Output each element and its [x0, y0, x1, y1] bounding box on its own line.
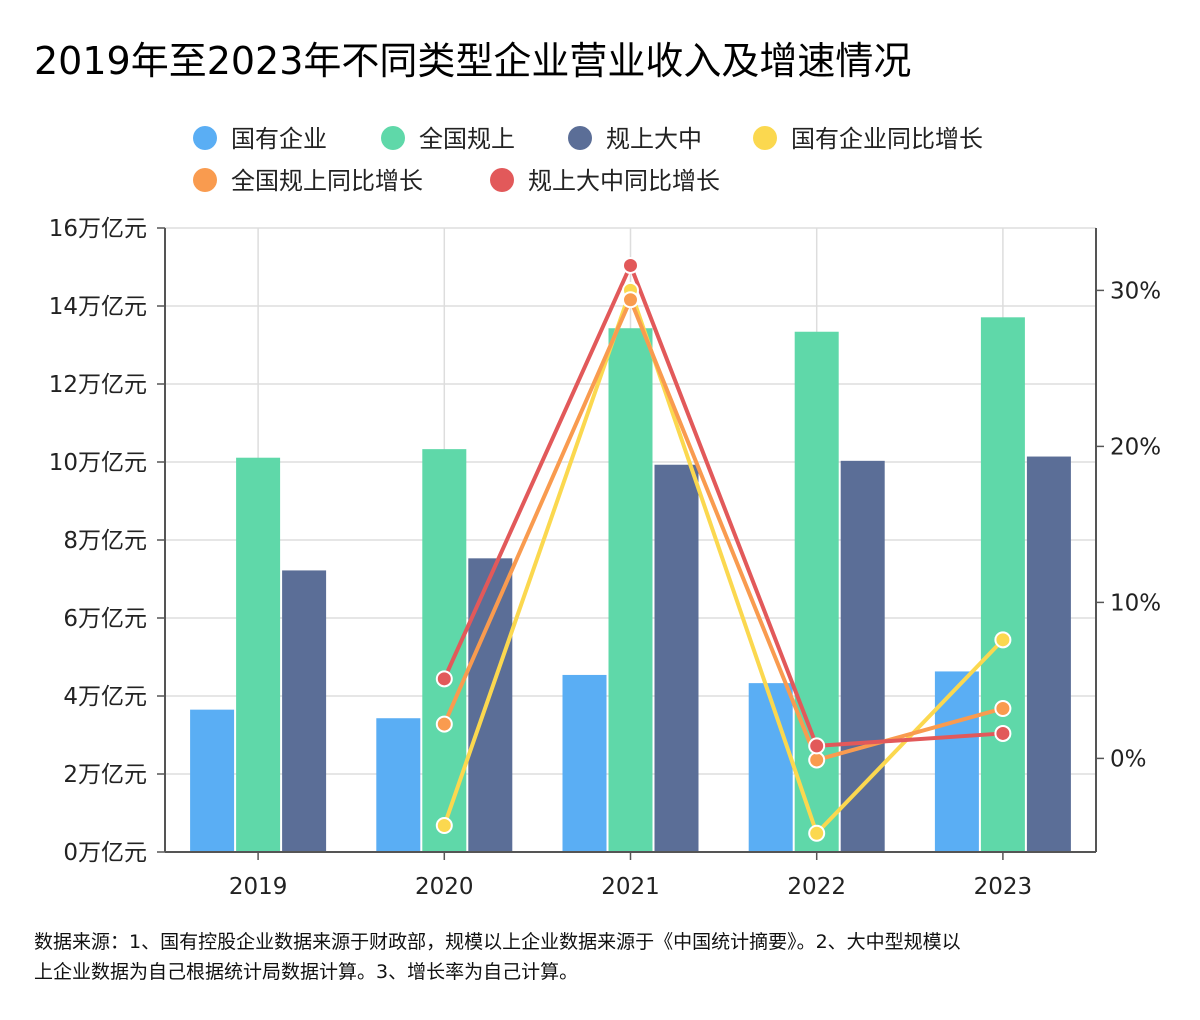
x-tick-label: 2019	[229, 874, 288, 900]
y-right-tick-label: 20%	[1110, 434, 1161, 460]
x-tick-label: 2021	[601, 874, 660, 900]
legend-label[interactable]: 全国规上	[419, 125, 515, 153]
lines	[435, 256, 1012, 842]
line-point-3	[994, 724, 1012, 742]
y-left-tick-label: 6万亿元	[63, 606, 147, 632]
line-point-1	[994, 631, 1012, 649]
line-series-3	[442, 263, 1004, 748]
y-right-tick-label: 0%	[1110, 746, 1147, 772]
bar-2	[794, 331, 839, 852]
legend-marker[interactable]	[753, 126, 777, 150]
x-tick-label: 2023	[974, 874, 1033, 900]
y-left-tick-label: 2万亿元	[63, 762, 147, 788]
source-note: 数据来源：1、国有控股企业数据来源于财政部，规模以上企业数据来源于《中国统计摘要…	[34, 931, 961, 983]
source-line: 上企业数据为自己根据统计局数据计算。3、增长率为自己计算。	[34, 961, 578, 983]
bar-2	[980, 317, 1025, 852]
legend-label[interactable]: 规上大中	[606, 125, 702, 153]
bars	[190, 317, 1071, 853]
line-point-2	[808, 751, 826, 769]
y-left-tick-label: 10万亿元	[49, 450, 147, 476]
legend-marker[interactable]	[193, 168, 217, 192]
legend-marker[interactable]	[193, 126, 217, 150]
bar-1	[748, 683, 793, 852]
y-left-tick-label: 4万亿元	[63, 684, 147, 710]
y-left-tick-label: 0万亿元	[63, 840, 147, 866]
bar-2	[608, 328, 653, 853]
chart-title: 2019年至2023年不同类型企业营业收入及增速情况	[34, 39, 911, 83]
line-point-2	[622, 291, 639, 309]
x-tick-label: 2022	[787, 874, 846, 900]
y-right-tick-label: 10%	[1110, 590, 1161, 616]
line-series-2	[442, 297, 1004, 762]
bar-1	[934, 671, 979, 852]
y-right-tick-label: 30%	[1110, 278, 1161, 304]
line-point-1	[808, 824, 826, 842]
y-left-tick-label: 8万亿元	[63, 528, 147, 554]
line-point-3	[622, 256, 639, 274]
bar-2	[236, 457, 281, 852]
legend-marker[interactable]	[490, 168, 514, 192]
line-point-2	[435, 715, 453, 733]
legend-label[interactable]: 规上大中同比增长	[528, 167, 720, 195]
bar-1	[376, 718, 421, 852]
legend-label[interactable]: 国有企业	[231, 125, 327, 153]
legend-marker[interactable]	[381, 126, 405, 150]
source-line: 数据来源：1、国有控股企业数据来源于财政部，规模以上企业数据来源于《中国统计摘要…	[34, 931, 961, 953]
bar-1	[190, 709, 235, 852]
axes: 0万亿元 2万亿元 4万亿元 6万亿元 8万亿元 10万亿元 12万亿元 14万亿元 16万亿元…	[49, 216, 1161, 900]
bar-3	[654, 464, 699, 852]
line-point-2	[994, 699, 1012, 717]
legend-marker[interactable]	[568, 126, 592, 150]
line-series-1	[442, 288, 1005, 836]
y-left-tick-label: 12万亿元	[49, 372, 147, 398]
bar-1	[562, 674, 607, 852]
legend-label[interactable]: 全国规上同比增长	[231, 167, 423, 195]
line-point-3	[808, 737, 826, 755]
x-tick-label: 2020	[415, 874, 474, 900]
y-left-tick-label: 16万亿元	[49, 216, 147, 242]
bar-3	[468, 558, 513, 852]
bar-3	[1026, 456, 1071, 852]
line-point-3	[435, 670, 453, 688]
y-left-tick-label: 14万亿元	[49, 294, 147, 320]
bar-2	[422, 449, 467, 852]
bar-3	[840, 460, 885, 852]
legend-label[interactable]: 国有企业同比增长	[791, 125, 983, 153]
line-point-1	[435, 816, 453, 834]
bar-3	[282, 570, 327, 852]
